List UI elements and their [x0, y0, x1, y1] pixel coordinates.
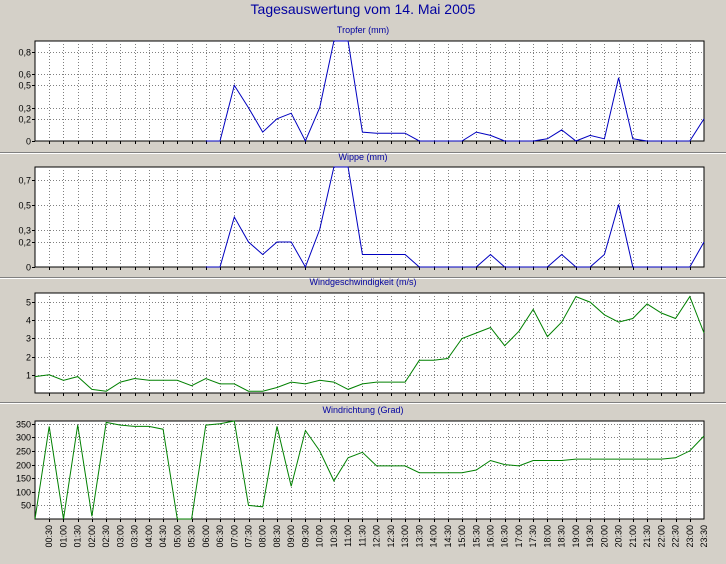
chart-title: Wippe (mm)	[339, 152, 388, 162]
x-tick-label: 09:30	[300, 525, 310, 548]
chart-panel-4: Windrichtung (Grad) 50 100 150 200 250 300 350 0…	[16, 405, 709, 548]
y-tick-label: 0,3	[18, 226, 31, 236]
y-tick-label: 0,5	[18, 201, 31, 211]
panel-separator	[0, 277, 726, 278]
series-line	[205, 40, 705, 143]
x-tick-label: 03:30	[130, 525, 140, 548]
y-tick-label: 0	[26, 263, 31, 273]
x-tick-label: 23:00	[685, 525, 695, 548]
x-tick-label: 22:00	[656, 525, 666, 548]
x-tick-label: 22:30	[671, 525, 681, 548]
y-tick-label: 4	[26, 316, 31, 326]
x-tick-label: 13:30	[414, 525, 424, 548]
y-tick-label: 0	[26, 137, 31, 147]
x-tick-label: 12:30	[386, 525, 396, 548]
y-tick-label: 100	[16, 488, 31, 498]
x-tick-label: 16:30	[500, 525, 510, 548]
plot-area	[34, 166, 705, 268]
x-tick-label: 21:30	[642, 525, 652, 548]
panel-separator-highlight	[0, 403, 726, 404]
y-tick-label: 50	[21, 501, 31, 511]
x-tick-label: 14:00	[429, 525, 439, 548]
series-line	[34, 295, 705, 392]
panel-separator	[0, 402, 726, 403]
series-line	[205, 166, 705, 269]
chart-panel-1: Tropfer (mm) 0 0,20,3 0,50,6 0,8	[0, 25, 726, 154]
x-tick-label: 19:30	[585, 525, 595, 548]
series-line	[34, 420, 705, 520]
x-tick-label: 21:00	[628, 525, 638, 548]
x-tick-label: 03:00	[115, 525, 125, 548]
x-tick-label: 01:00	[59, 525, 69, 548]
x-tick-label: 04:00	[144, 525, 154, 548]
plot-area	[34, 292, 705, 394]
y-tick-label: 350	[16, 420, 31, 430]
y-tick-label: 0,8	[18, 48, 31, 58]
x-tick-label: 17:00	[514, 525, 524, 548]
plot-area	[34, 40, 705, 142]
y-tick-label: 250	[16, 447, 31, 457]
x-tick-label: 04:30	[158, 525, 168, 548]
x-tick-label: 10:00	[315, 525, 325, 548]
x-tick-label: 18:00	[542, 525, 552, 548]
x-tick-label: 19:00	[571, 525, 581, 548]
x-tick-label: 00:30	[44, 525, 54, 548]
x-tick-label: 10:30	[329, 525, 339, 548]
x-tick-label: 02:00	[87, 525, 97, 548]
panel-separator-highlight	[0, 153, 726, 154]
y-tick-label: 1	[26, 371, 31, 381]
chart-title: Tropfer (mm)	[337, 25, 389, 35]
x-tick-label: 07:30	[244, 525, 254, 548]
x-tick-label: 11:00	[343, 525, 353, 547]
x-tick-label: 06:30	[215, 525, 225, 548]
y-tick-label: 0,3	[18, 104, 31, 114]
y-tick-label: 0,7	[18, 176, 31, 186]
y-tick-label: 5	[26, 298, 31, 308]
y-tick-label: 200	[16, 461, 31, 471]
x-tick-label: 13:00	[400, 525, 410, 548]
x-tick-label: 08:00	[258, 525, 268, 548]
x-tick-label: 07:00	[229, 525, 239, 548]
x-tick-label: 02:30	[101, 525, 111, 548]
x-tick-label: 23:30	[699, 525, 709, 548]
x-tick-label: 14:30	[443, 525, 453, 548]
y-tick-label: 150	[16, 474, 31, 484]
panel-separator	[0, 152, 726, 153]
y-tick-label: 0,2	[18, 238, 31, 248]
x-tick-label: 08:30	[272, 525, 282, 548]
x-tick-label: 15:00	[457, 525, 467, 548]
page-title: Tagesauswertung vom 14. Mai 2005	[250, 1, 476, 17]
x-tick-label: 09:00	[286, 525, 296, 548]
chart-panel-2: Wippe (mm) 0 0,2 0,3 0,5 0,7	[0, 152, 726, 279]
x-tick-label: 12:00	[372, 525, 382, 548]
y-tick-label: 2	[26, 353, 31, 363]
x-tick-label: 17:30	[528, 525, 538, 548]
y-tick-label: 0,5	[18, 81, 31, 91]
x-tick-label: 20:30	[614, 525, 624, 548]
y-tick-label: 3	[26, 334, 31, 344]
chart-panel-3: Windgeschwindigkeit (m/s) 1 2 3 4 5	[0, 277, 726, 404]
chart-title: Windrichtung (Grad)	[322, 405, 403, 415]
x-tick-label: 01:30	[73, 525, 83, 548]
y-tick-label: 0,2	[18, 115, 31, 125]
y-tick-label: 300	[16, 433, 31, 443]
x-tick-label: 20:00	[599, 525, 609, 548]
y-tick-label: 0,6	[18, 70, 31, 80]
panel-separator-highlight	[0, 278, 726, 279]
chart-title: Windgeschwindigkeit (m/s)	[309, 277, 416, 287]
x-tick-label: 05:00	[172, 525, 182, 548]
x-tick-label: 11:30	[357, 525, 367, 547]
x-tick-label: 16:00	[486, 525, 496, 548]
x-tick-label: 06:00	[201, 525, 211, 548]
x-tick-label: 15:30	[471, 525, 481, 548]
x-tick-label: 05:30	[187, 525, 197, 548]
x-tick-label: 18:30	[557, 525, 567, 548]
